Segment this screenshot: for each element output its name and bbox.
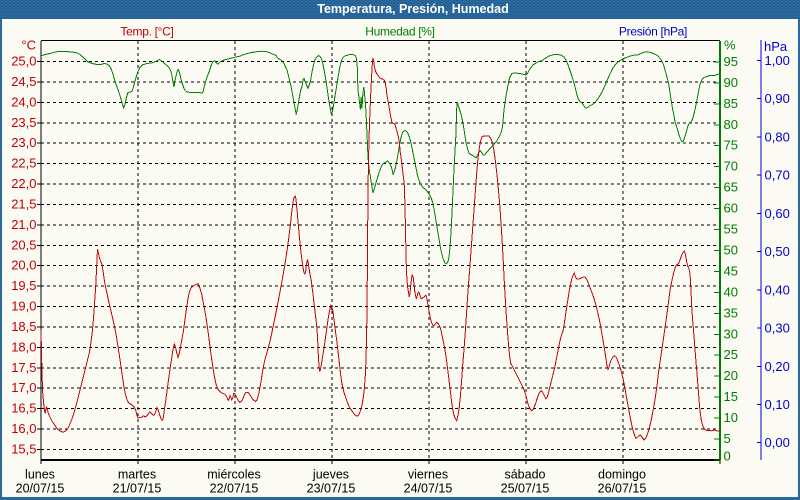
- svg-text:16,0: 16,0: [11, 421, 36, 436]
- svg-text:0,30: 0,30: [765, 321, 790, 336]
- svg-text:domingo: domingo: [598, 468, 646, 482]
- svg-text:lunes: lunes: [25, 468, 55, 482]
- svg-text:55: 55: [724, 222, 738, 237]
- svg-text:0,60: 0,60: [765, 206, 790, 221]
- svg-text:25: 25: [724, 347, 738, 362]
- svg-text:18,0: 18,0: [11, 339, 36, 354]
- svg-text:jueves: jueves: [312, 468, 349, 482]
- svg-text:Temp. [°C]: Temp. [°C]: [120, 25, 173, 39]
- svg-text:22,5: 22,5: [11, 156, 36, 171]
- svg-text:5: 5: [724, 431, 731, 446]
- svg-text:24,0: 24,0: [11, 94, 36, 109]
- svg-text:15,5: 15,5: [11, 442, 36, 457]
- svg-text:23,5: 23,5: [11, 115, 36, 130]
- svg-text:Presión [hPa]: Presión [hPa]: [619, 25, 687, 39]
- svg-text:sábado: sábado: [504, 468, 545, 482]
- svg-text:15: 15: [724, 389, 738, 404]
- svg-text:25/07/15: 25/07/15: [501, 482, 550, 496]
- svg-text:22,0: 22,0: [11, 176, 36, 191]
- svg-text:17,0: 17,0: [11, 380, 36, 395]
- svg-text:24,5: 24,5: [11, 74, 36, 89]
- svg-text:19,0: 19,0: [11, 299, 36, 314]
- svg-text:26/07/15: 26/07/15: [598, 482, 647, 496]
- svg-text:23/07/15: 23/07/15: [307, 482, 356, 496]
- svg-text:60: 60: [724, 201, 738, 216]
- svg-text:0,40: 0,40: [765, 282, 790, 297]
- svg-text:hPa: hPa: [764, 39, 788, 54]
- svg-text:20/07/15: 20/07/15: [16, 482, 65, 496]
- svg-text:23,0: 23,0: [11, 135, 36, 150]
- svg-text:45: 45: [724, 263, 738, 278]
- svg-text:0,20: 0,20: [765, 359, 790, 374]
- svg-text:16,5: 16,5: [11, 401, 36, 416]
- svg-text:0,10: 0,10: [765, 397, 790, 412]
- svg-text:90: 90: [724, 75, 738, 90]
- svg-text:80: 80: [724, 117, 738, 132]
- svg-text:0: 0: [724, 449, 731, 464]
- svg-text:10: 10: [724, 410, 738, 425]
- svg-text:40: 40: [724, 284, 738, 299]
- svg-text:21/07/15: 21/07/15: [113, 482, 162, 496]
- svg-text:19,5: 19,5: [11, 278, 36, 293]
- svg-text:°C: °C: [21, 38, 36, 53]
- svg-text:%: %: [724, 38, 736, 53]
- svg-text:35: 35: [724, 305, 738, 320]
- svg-text:0,70: 0,70: [765, 168, 790, 183]
- svg-text:50: 50: [724, 243, 738, 258]
- svg-text:75: 75: [724, 138, 738, 153]
- svg-text:22/07/15: 22/07/15: [210, 482, 259, 496]
- svg-text:20: 20: [724, 368, 738, 383]
- svg-text:0,90: 0,90: [765, 91, 790, 106]
- svg-text:17,5: 17,5: [11, 360, 36, 375]
- svg-text:21,5: 21,5: [11, 196, 36, 211]
- svg-text:viernes: viernes: [408, 468, 448, 482]
- svg-text:miércoles: miércoles: [207, 468, 261, 482]
- svg-text:Humedad [%]: Humedad [%]: [365, 25, 434, 39]
- svg-text:70: 70: [724, 159, 738, 174]
- svg-text:25,0: 25,0: [11, 54, 36, 69]
- svg-text:24/07/15: 24/07/15: [404, 482, 453, 496]
- svg-text:20,0: 20,0: [11, 258, 36, 273]
- svg-text:21,0: 21,0: [11, 217, 36, 232]
- svg-text:0,80: 0,80: [765, 129, 790, 144]
- svg-text:0,50: 0,50: [765, 244, 790, 259]
- svg-text:30: 30: [724, 326, 738, 341]
- svg-text:65: 65: [724, 180, 738, 195]
- svg-text:0,00: 0,00: [765, 435, 790, 450]
- svg-text:95: 95: [724, 54, 738, 69]
- svg-text:18,5: 18,5: [11, 319, 36, 334]
- svg-text:1,00: 1,00: [765, 53, 790, 68]
- svg-text:85: 85: [724, 96, 738, 111]
- svg-text:martes: martes: [118, 468, 156, 482]
- svg-text:20,5: 20,5: [11, 237, 36, 252]
